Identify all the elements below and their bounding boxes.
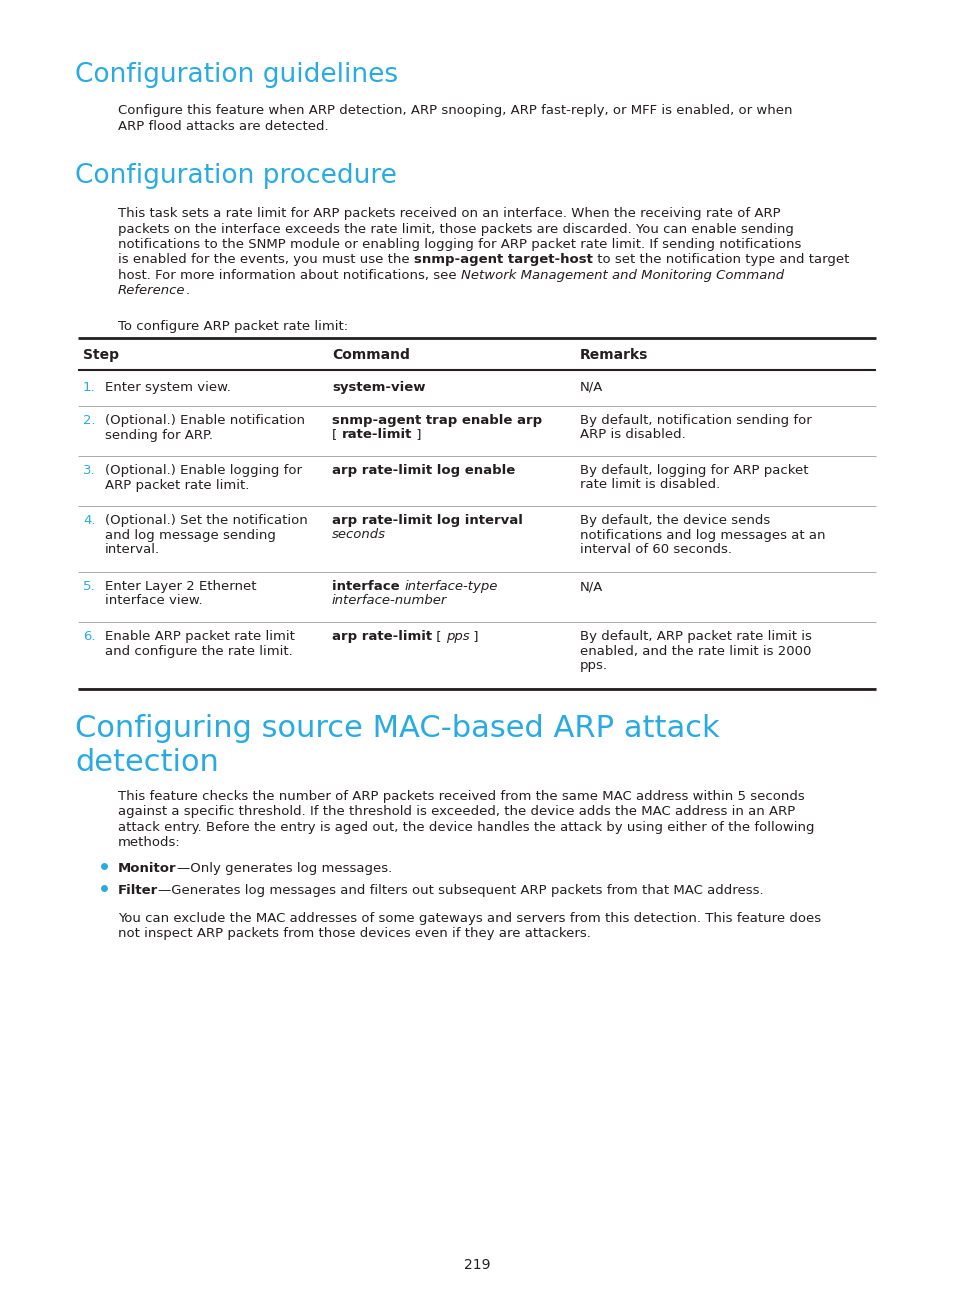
Text: arp rate-limit log enable: arp rate-limit log enable bbox=[332, 464, 515, 477]
Text: interface: interface bbox=[332, 581, 404, 594]
Text: 219: 219 bbox=[463, 1258, 490, 1271]
Text: Enter system view.: Enter system view. bbox=[105, 381, 231, 394]
Text: —Only generates log messages.: —Only generates log messages. bbox=[176, 862, 392, 875]
Text: notifications to the SNMP module or enabling logging for ARP packet rate limit. : notifications to the SNMP module or enab… bbox=[118, 238, 801, 251]
Text: (Optional.) Enable notification: (Optional.) Enable notification bbox=[105, 413, 305, 426]
Text: Configuration procedure: Configuration procedure bbox=[75, 163, 396, 189]
Text: interval.: interval. bbox=[105, 543, 160, 556]
Text: sending for ARP.: sending for ARP. bbox=[105, 429, 213, 442]
Text: [: [ bbox=[432, 630, 445, 643]
Text: —Generates log messages and filters out subsequent ARP packets from that MAC add: —Generates log messages and filters out … bbox=[158, 884, 763, 897]
Text: pps.: pps. bbox=[579, 658, 607, 673]
Text: interval of 60 seconds.: interval of 60 seconds. bbox=[579, 543, 731, 556]
Text: Command: Command bbox=[332, 349, 410, 362]
Text: notifications and log messages at an: notifications and log messages at an bbox=[579, 529, 824, 542]
Text: interface view.: interface view. bbox=[105, 595, 202, 608]
Text: methods:: methods: bbox=[118, 836, 180, 849]
Text: 4.: 4. bbox=[83, 515, 95, 527]
Text: To configure ARP packet rate limit:: To configure ARP packet rate limit: bbox=[118, 320, 348, 333]
Text: Network Management and Monitoring Command: Network Management and Monitoring Comman… bbox=[460, 270, 783, 283]
Text: 3.: 3. bbox=[83, 464, 95, 477]
Text: host. For more information about notifications, see: host. For more information about notific… bbox=[118, 270, 460, 283]
Text: Step: Step bbox=[83, 349, 119, 362]
Text: ]: ] bbox=[412, 429, 421, 442]
Text: ARP packet rate limit.: ARP packet rate limit. bbox=[105, 478, 249, 491]
Text: rate-limit: rate-limit bbox=[341, 429, 412, 442]
Text: Enable ARP packet rate limit: Enable ARP packet rate limit bbox=[105, 630, 294, 643]
Text: 5.: 5. bbox=[83, 581, 95, 594]
Text: enabled, and the rate limit is 2000: enabled, and the rate limit is 2000 bbox=[579, 644, 810, 657]
Text: and log message sending: and log message sending bbox=[105, 529, 275, 542]
Text: (Optional.) Enable logging for: (Optional.) Enable logging for bbox=[105, 464, 302, 477]
Text: Configuration guidelines: Configuration guidelines bbox=[75, 62, 397, 88]
Text: This task sets a rate limit for ARP packets received on an interface. When the r: This task sets a rate limit for ARP pack… bbox=[118, 207, 780, 220]
Text: Enter Layer 2 Ethernet: Enter Layer 2 Ethernet bbox=[105, 581, 256, 594]
Text: You can exclude the MAC addresses of some gateways and servers from this detecti: You can exclude the MAC addresses of som… bbox=[118, 912, 821, 925]
Text: By default, notification sending for: By default, notification sending for bbox=[579, 413, 811, 426]
Text: ARP is disabled.: ARP is disabled. bbox=[579, 429, 685, 442]
Text: snmp-agent trap enable arp: snmp-agent trap enable arp bbox=[332, 413, 541, 426]
Text: ]: ] bbox=[469, 630, 478, 643]
Text: 6.: 6. bbox=[83, 630, 95, 643]
Text: rate limit is disabled.: rate limit is disabled. bbox=[579, 478, 720, 491]
Text: pps: pps bbox=[445, 630, 469, 643]
Text: Remarks: Remarks bbox=[579, 349, 648, 362]
Text: Reference: Reference bbox=[118, 285, 185, 298]
Text: interface-type: interface-type bbox=[404, 581, 497, 594]
Text: [: [ bbox=[332, 429, 341, 442]
Text: interface-number: interface-number bbox=[332, 595, 447, 608]
Text: N/A: N/A bbox=[579, 581, 602, 594]
Text: seconds: seconds bbox=[332, 529, 386, 542]
Text: .: . bbox=[185, 285, 190, 298]
Text: arp rate-limit log interval: arp rate-limit log interval bbox=[332, 515, 522, 527]
Text: system-view: system-view bbox=[332, 381, 425, 394]
Text: N/A: N/A bbox=[579, 381, 602, 394]
Text: Configure this feature when ARP detection, ARP snooping, ARP fast-reply, or MFF : Configure this feature when ARP detectio… bbox=[118, 104, 792, 117]
Text: attack entry. Before the entry is aged out, the device handles the attack by usi: attack entry. Before the entry is aged o… bbox=[118, 820, 814, 835]
Text: against a specific threshold. If the threshold is exceeded, the device adds the : against a specific threshold. If the thr… bbox=[118, 806, 795, 819]
Text: Filter: Filter bbox=[118, 884, 158, 897]
Text: ARP flood attacks are detected.: ARP flood attacks are detected. bbox=[118, 119, 328, 132]
Text: arp rate-limit: arp rate-limit bbox=[332, 630, 432, 643]
Text: This feature checks the number of ARP packets received from the same MAC address: This feature checks the number of ARP pa… bbox=[118, 791, 804, 804]
Text: By default, logging for ARP packet: By default, logging for ARP packet bbox=[579, 464, 807, 477]
Text: (Optional.) Set the notification: (Optional.) Set the notification bbox=[105, 515, 308, 527]
Text: By default, ARP packet rate limit is: By default, ARP packet rate limit is bbox=[579, 630, 811, 643]
Text: Configuring source MAC-based ARP attack: Configuring source MAC-based ARP attack bbox=[75, 714, 719, 743]
Text: and configure the rate limit.: and configure the rate limit. bbox=[105, 644, 293, 657]
Text: detection: detection bbox=[75, 748, 218, 778]
Text: not inspect ARP packets from those devices even if they are attackers.: not inspect ARP packets from those devic… bbox=[118, 928, 590, 941]
Text: is enabled for the events, you must use the: is enabled for the events, you must use … bbox=[118, 254, 414, 267]
Text: 1.: 1. bbox=[83, 381, 95, 394]
Text: packets on the interface exceeds the rate limit, those packets are discarded. Yo: packets on the interface exceeds the rat… bbox=[118, 223, 793, 236]
Text: Monitor: Monitor bbox=[118, 862, 176, 875]
Text: snmp-agent target-host: snmp-agent target-host bbox=[414, 254, 592, 267]
Text: 2.: 2. bbox=[83, 413, 95, 426]
Text: to set the notification type and target: to set the notification type and target bbox=[592, 254, 848, 267]
Text: By default, the device sends: By default, the device sends bbox=[579, 515, 769, 527]
